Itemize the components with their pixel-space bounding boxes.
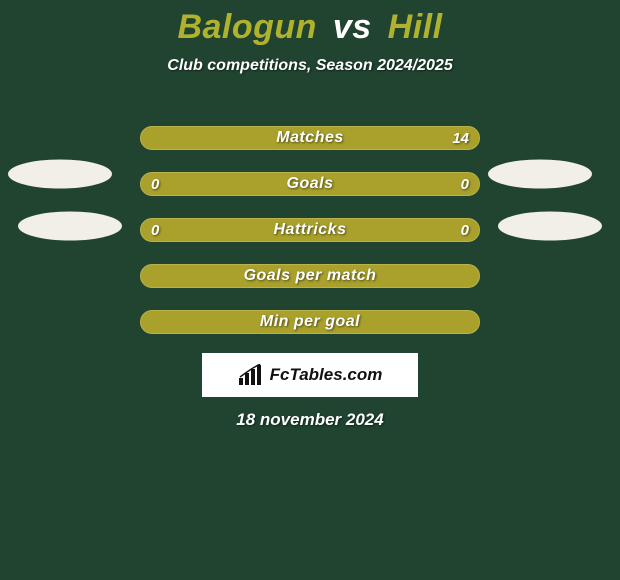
avatar-left-2: [18, 211, 122, 240]
title-player2: Hill: [388, 8, 443, 46]
bars-icon: [238, 364, 264, 386]
stat-label: Matches: [276, 129, 344, 147]
stat-value-left: 0: [151, 176, 159, 193]
brand-text: FcTables.com: [270, 365, 383, 385]
stat-value-right: 14: [452, 130, 469, 147]
footer-date: 18 november 2024: [0, 410, 620, 430]
stat-label: Goals per match: [244, 267, 377, 285]
avatar-right-2: [498, 211, 602, 240]
title-vs: vs: [333, 8, 372, 46]
stat-value-right: 0: [461, 222, 469, 239]
title-player1: Balogun: [177, 8, 316, 46]
stat-row: Goals per match: [140, 264, 480, 288]
subtitle: Club competitions, Season 2024/2025: [0, 57, 620, 75]
stat-label: Min per goal: [260, 313, 360, 331]
stat-row: Min per goal: [140, 310, 480, 334]
stat-row: Goals 0 0: [140, 172, 480, 196]
stat-row: Matches 14: [140, 126, 480, 150]
stat-label: Goals: [287, 175, 334, 193]
page-title: Balogun vs Hill: [0, 0, 620, 47]
comparison-card: Balogun vs Hill Club competitions, Seaso…: [0, 0, 620, 580]
avatar-left-1: [8, 159, 112, 188]
stat-value-right: 0: [461, 176, 469, 193]
stat-value-left: 0: [151, 222, 159, 239]
brand-box: FcTables.com: [202, 353, 418, 397]
avatar-right-1: [488, 159, 592, 188]
stat-row: Hattricks 0 0: [140, 218, 480, 242]
stats-rows: Matches 14 Goals 0 0 Hattricks 0 0 Goals per mat…: [140, 126, 480, 356]
stat-label: Hattricks: [274, 221, 347, 239]
